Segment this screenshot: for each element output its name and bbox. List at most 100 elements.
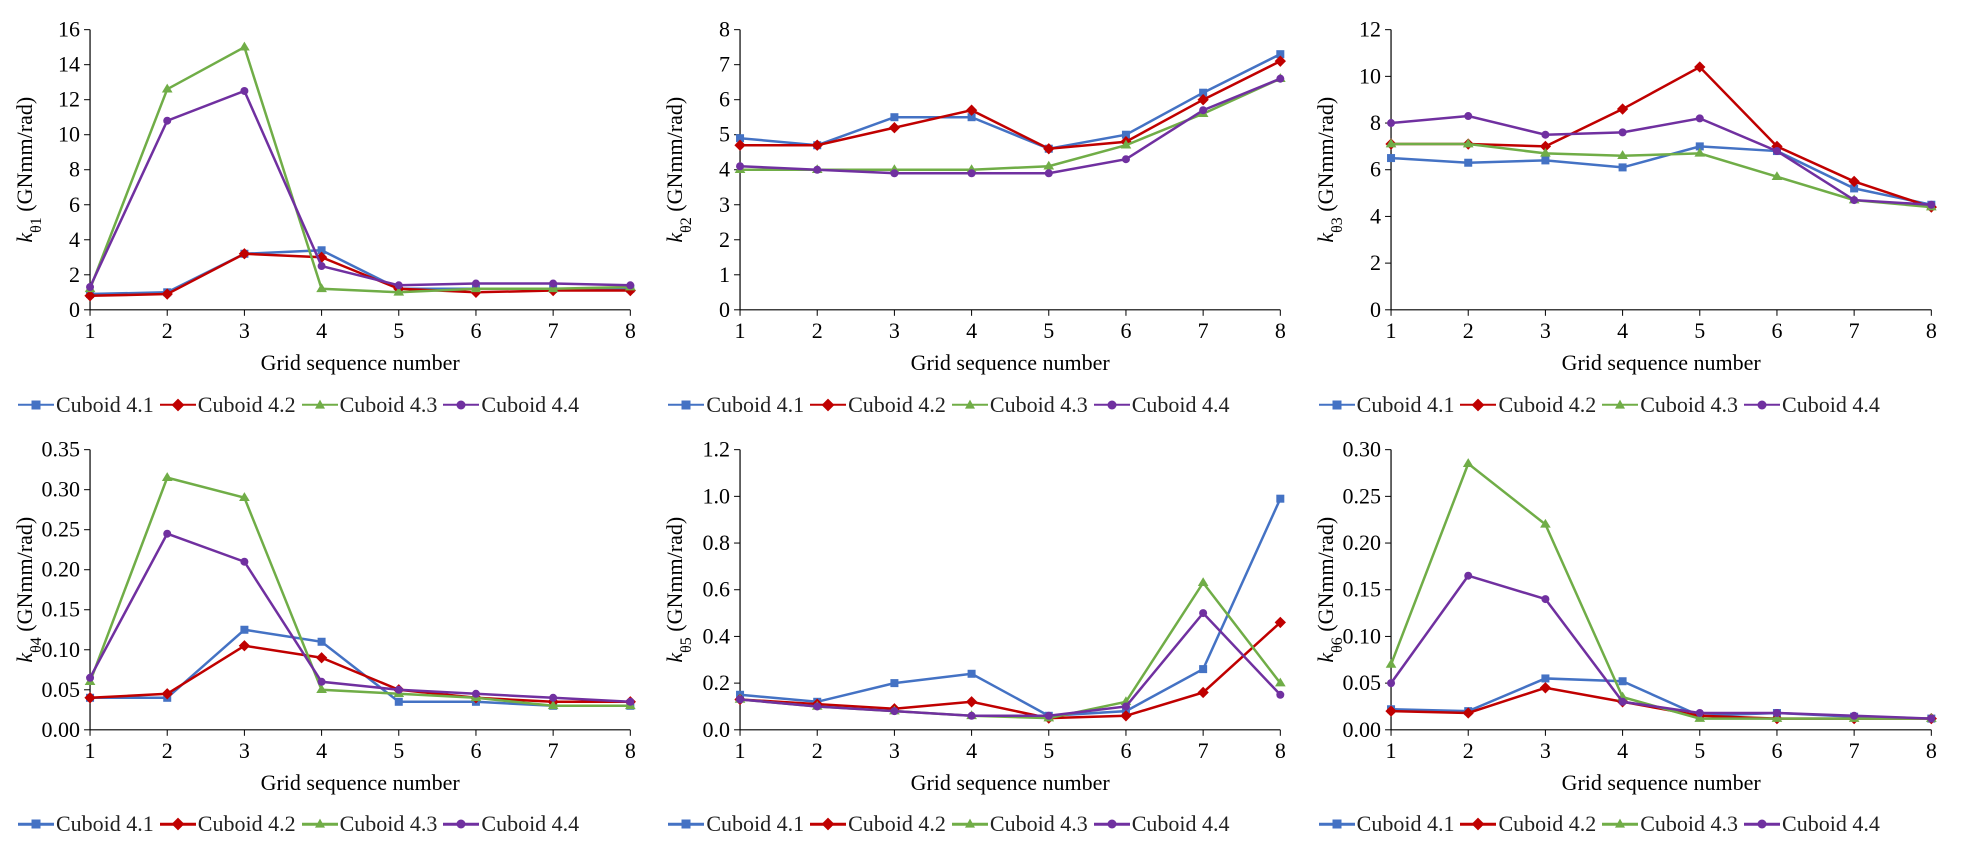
x-tick-label: 3: [239, 318, 250, 343]
legend-item-c41: Cuboid 4.1: [668, 811, 804, 837]
legend-item-c42: Cuboid 4.2: [160, 811, 296, 837]
legend-item-c42: Cuboid 4.2: [1460, 392, 1596, 418]
legend-swatch: [668, 817, 704, 831]
legend-label: Cuboid 4.4: [1132, 392, 1230, 418]
legend-swatch: [1744, 817, 1780, 831]
x-tick-label: 3: [889, 737, 900, 762]
y-tick-label: 3: [719, 192, 730, 217]
x-tick-label: 5: [1694, 737, 1705, 762]
y-tick-label: 4: [719, 157, 730, 182]
y-tick-label: 0.25: [42, 516, 81, 541]
y-axis-label: kθ4 (GNmm/rad): [12, 516, 45, 662]
x-tick-label: 6: [1771, 318, 1782, 343]
series-line-c43: [90, 47, 630, 292]
x-tick-label: 4: [966, 318, 977, 343]
y-tick-label: 0: [1370, 297, 1381, 322]
legend-swatch: [160, 817, 196, 831]
y-axis-label: kθ6 (GNmm/rad): [1313, 516, 1346, 662]
y-tick-label: 2: [719, 227, 730, 252]
x-tick-label: 5: [393, 318, 404, 343]
legend-item-c42: Cuboid 4.2: [160, 392, 296, 418]
legend-swatch: [443, 817, 479, 831]
chart-panel-p03: 02468101212345678Grid sequence numberkθ3…: [1311, 10, 1951, 420]
legend-item-c44: Cuboid 4.4: [1744, 392, 1880, 418]
x-axis-label: Grid sequence number: [261, 769, 461, 794]
x-tick-label: 3: [239, 737, 250, 762]
chart-svg: 0.000.050.100.150.200.250.3012345678Grid…: [1311, 430, 1951, 810]
legend-item-c42: Cuboid 4.2: [810, 811, 946, 837]
legend-label: Cuboid 4.1: [706, 811, 804, 837]
x-tick-label: 4: [316, 737, 327, 762]
legend-swatch: [952, 398, 988, 412]
legend-item-c41: Cuboid 4.1: [18, 392, 154, 418]
y-tick-label: 12: [1359, 17, 1381, 42]
x-tick-label: 4: [1617, 318, 1628, 343]
legend-item-c43: Cuboid 4.3: [952, 392, 1088, 418]
legend-item-c41: Cuboid 4.1: [1319, 392, 1455, 418]
x-tick-label: 2: [162, 737, 173, 762]
y-tick-label: 1: [719, 262, 730, 287]
y-tick-label: 2: [69, 262, 80, 287]
legend-item-c44: Cuboid 4.4: [1094, 811, 1230, 837]
y-tick-label: 0.30: [42, 476, 81, 501]
series-line-c44: [90, 533, 630, 701]
legend-swatch: [1319, 398, 1355, 412]
x-tick-label: 7: [1198, 737, 1209, 762]
y-tick-label: 16: [58, 17, 80, 42]
legend-swatch: [1460, 817, 1496, 831]
series-line-c42: [740, 61, 1280, 149]
x-tick-label: 8: [1275, 318, 1286, 343]
legend-item-c41: Cuboid 4.1: [1319, 811, 1455, 837]
legend-swatch: [1094, 398, 1130, 412]
legend: Cuboid 4.1Cuboid 4.2Cuboid 4.3Cuboid 4.4: [1311, 809, 1951, 839]
y-tick-label: 0.05: [1342, 670, 1381, 695]
chart-svg: 024681012141612345678Grid sequence numbe…: [10, 10, 650, 390]
legend-label: Cuboid 4.1: [706, 392, 804, 418]
y-tick-label: 4: [69, 227, 80, 252]
legend-label: Cuboid 4.3: [990, 392, 1088, 418]
y-tick-label: 0.2: [703, 670, 731, 695]
legend-label: Cuboid 4.3: [1640, 811, 1738, 837]
x-tick-label: 4: [966, 737, 977, 762]
chart-panel-p02: 01234567812345678Grid sequence numberkθ2…: [660, 10, 1300, 420]
y-tick-label: 0.00: [1342, 716, 1381, 741]
y-tick-label: 10: [1359, 63, 1381, 88]
x-tick-label: 2: [1462, 737, 1473, 762]
y-tick-label: 6: [1370, 157, 1381, 182]
y-tick-label: 0.20: [1342, 530, 1381, 555]
legend-swatch: [18, 817, 54, 831]
legend-swatch: [302, 398, 338, 412]
x-axis-label: Grid sequence number: [911, 350, 1111, 375]
legend-label: Cuboid 4.4: [1132, 811, 1230, 837]
legend: Cuboid 4.1Cuboid 4.2Cuboid 4.3Cuboid 4.4: [660, 390, 1300, 420]
x-tick-label: 6: [1771, 737, 1782, 762]
chart-svg: 01234567812345678Grid sequence numberkθ2…: [660, 10, 1300, 390]
x-tick-label: 6: [470, 318, 481, 343]
legend-swatch: [810, 398, 846, 412]
legend-label: Cuboid 4.1: [56, 392, 154, 418]
x-tick-label: 8: [1925, 318, 1936, 343]
chart-panel-p05: 0.00.20.40.60.81.01.212345678Grid sequen…: [660, 430, 1300, 840]
legend-item-c41: Cuboid 4.1: [18, 811, 154, 837]
x-tick-label: 7: [1848, 737, 1859, 762]
x-tick-label: 3: [889, 318, 900, 343]
legend-item-c44: Cuboid 4.4: [443, 811, 579, 837]
legend-label: Cuboid 4.3: [1640, 392, 1738, 418]
legend-label: Cuboid 4.2: [1498, 811, 1596, 837]
y-axis-label: kθ5 (GNmm/rad): [662, 516, 695, 662]
legend: Cuboid 4.1Cuboid 4.2 Cuboid 4.3Cuboid 4.4: [1311, 390, 1951, 420]
y-tick-label: 0.00: [42, 716, 81, 741]
legend-swatch: [1094, 817, 1130, 831]
y-tick-label: 0.10: [42, 636, 81, 661]
legend-label: Cuboid 4.4: [481, 811, 579, 837]
y-tick-label: 7: [719, 52, 730, 77]
legend-swatch: [810, 817, 846, 831]
legend-label: Cuboid 4.2: [198, 392, 296, 418]
legend-item-c43: Cuboid 4.3: [302, 392, 438, 418]
chart-panel-p06: 0.000.050.100.150.200.250.3012345678Grid…: [1311, 430, 1951, 840]
x-tick-label: 7: [548, 737, 559, 762]
y-tick-label: 0: [719, 297, 730, 322]
legend-label: Cuboid 4.4: [481, 392, 579, 418]
legend-item-c44: Cuboid 4.4: [1094, 392, 1230, 418]
legend-item-c42: Cuboid 4.2: [1460, 811, 1596, 837]
